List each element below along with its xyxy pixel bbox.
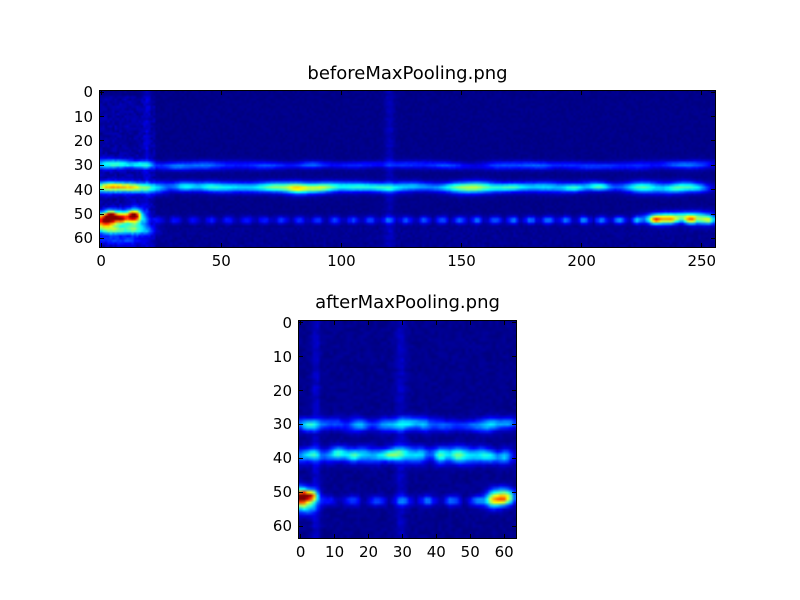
x-tick-mark-top bbox=[461, 91, 463, 95]
x-tick-mark-top bbox=[368, 321, 369, 325]
y-tick-mark-left bbox=[299, 491, 303, 493]
x-tick-label: 50 bbox=[460, 543, 480, 561]
y-tick-label: 0 bbox=[282, 313, 292, 332]
y-tick-mark-right bbox=[512, 491, 516, 493]
y-tick-mark-right bbox=[711, 140, 715, 142]
x-tick-label: 150 bbox=[447, 252, 476, 270]
y-tick-mark-left bbox=[299, 423, 303, 425]
y-tick-mark-left bbox=[299, 322, 303, 324]
x-tick-mark-bottom bbox=[220, 243, 222, 247]
x-tick-mark-bottom bbox=[461, 243, 463, 247]
x-tick-mark-top bbox=[435, 321, 437, 325]
x-tick-mark-bottom bbox=[581, 243, 583, 247]
y-tick-label: 10 bbox=[272, 347, 292, 366]
x-tick-mark-top bbox=[401, 321, 403, 325]
y-tick-mark-right bbox=[512, 457, 516, 459]
heatmap-after bbox=[298, 320, 517, 539]
y-tick-mark-right bbox=[512, 390, 516, 391]
x-tick-mark-top bbox=[100, 91, 102, 95]
y-tick-label: 0 bbox=[83, 83, 93, 102]
y-tick-mark-left bbox=[100, 189, 104, 191]
y-tick-mark-right bbox=[711, 237, 715, 239]
y-tick-label: 60 bbox=[73, 229, 93, 248]
y-tick-label: 40 bbox=[73, 180, 93, 199]
y-tick-label: 30 bbox=[272, 415, 292, 434]
x-tick-mark-bottom bbox=[401, 534, 403, 538]
x-tick-mark-top bbox=[503, 321, 505, 325]
x-tick-label: 250 bbox=[687, 252, 717, 270]
y-tick-label: 20 bbox=[73, 131, 93, 150]
y-tick-label: 50 bbox=[73, 205, 93, 224]
x-tick-mark-top bbox=[220, 91, 222, 95]
plot-title-before: beforeMaxPooling.png bbox=[307, 63, 508, 84]
x-tick-mark-top bbox=[469, 321, 471, 325]
x-tick-mark-top bbox=[701, 91, 703, 95]
y-tick-mark-right bbox=[711, 189, 715, 191]
y-tick-mark-right bbox=[711, 164, 715, 166]
x-tick-mark-bottom bbox=[435, 534, 437, 538]
x-tick-mark-top bbox=[581, 91, 583, 95]
y-tick-mark-right bbox=[512, 423, 516, 425]
plot-title-after: afterMaxPooling.png bbox=[315, 292, 500, 313]
y-tick-mark-right bbox=[711, 91, 715, 93]
y-tick-mark-left bbox=[299, 457, 303, 459]
y-tick-mark-left bbox=[100, 91, 104, 93]
y-tick-label: 10 bbox=[73, 107, 93, 126]
x-tick-mark-bottom bbox=[100, 243, 102, 247]
y-tick-label: 50 bbox=[272, 483, 292, 502]
y-tick-mark-right bbox=[512, 356, 516, 358]
x-tick-mark-top bbox=[334, 321, 336, 325]
x-tick-label: 0 bbox=[295, 543, 306, 561]
x-tick-label: 10 bbox=[325, 543, 345, 561]
x-tick-label: 200 bbox=[567, 252, 596, 270]
y-tick-label: 60 bbox=[272, 517, 292, 536]
y-tick-mark-left bbox=[299, 390, 303, 391]
x-tick-label: 20 bbox=[358, 543, 379, 561]
y-tick-mark-right bbox=[512, 525, 516, 527]
x-tick-mark-bottom bbox=[334, 534, 336, 538]
y-tick-mark-left bbox=[100, 237, 104, 239]
x-tick-label: 50 bbox=[211, 252, 231, 270]
x-tick-mark-bottom bbox=[469, 534, 471, 538]
y-tick-mark-right bbox=[711, 116, 715, 118]
y-tick-mark-left bbox=[299, 525, 303, 527]
heatmap-before bbox=[99, 90, 716, 248]
x-tick-label: 100 bbox=[327, 252, 356, 270]
y-tick-label: 20 bbox=[272, 381, 292, 400]
x-tick-mark-bottom bbox=[340, 243, 342, 247]
y-tick-mark-left bbox=[299, 356, 303, 358]
x-tick-label: 40 bbox=[426, 543, 446, 561]
y-tick-mark-right bbox=[512, 322, 516, 324]
y-tick-mark-right bbox=[711, 213, 715, 215]
y-tick-mark-left bbox=[100, 164, 104, 166]
y-tick-label: 30 bbox=[73, 156, 93, 175]
y-tick-mark-left bbox=[100, 213, 104, 215]
x-tick-mark-bottom bbox=[701, 243, 703, 247]
x-tick-mark-bottom bbox=[503, 534, 505, 538]
y-tick-mark-left bbox=[100, 140, 104, 142]
x-tick-label: 0 bbox=[96, 252, 106, 270]
y-tick-label: 40 bbox=[272, 449, 292, 468]
x-tick-mark-bottom bbox=[368, 534, 369, 538]
x-tick-mark-bottom bbox=[300, 534, 302, 538]
y-tick-mark-left bbox=[100, 116, 104, 118]
x-tick-label: 30 bbox=[392, 543, 412, 561]
x-tick-mark-top bbox=[340, 91, 342, 95]
x-tick-label: 60 bbox=[494, 543, 514, 561]
